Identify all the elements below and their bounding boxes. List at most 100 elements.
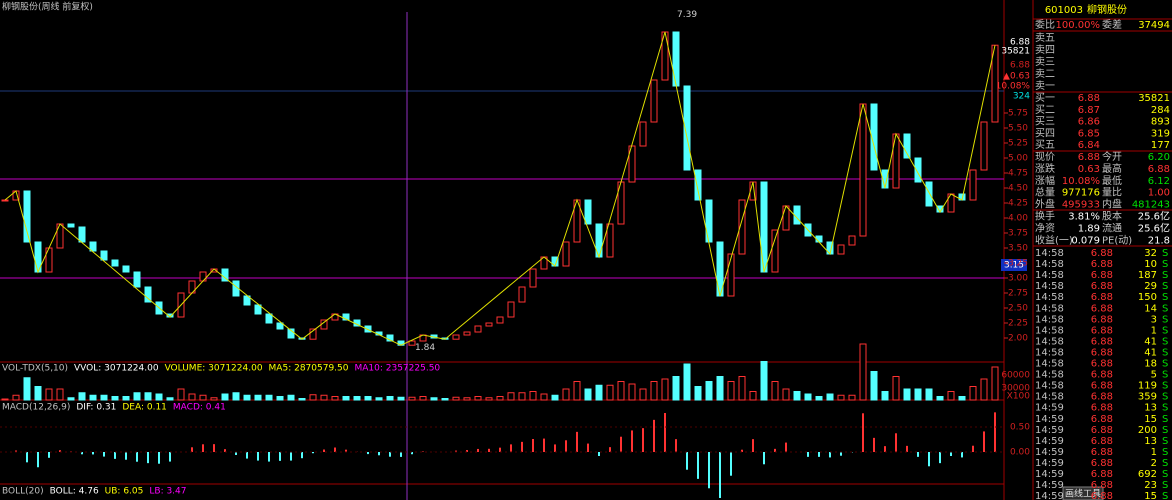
volume-bar [309, 394, 317, 401]
high-label: 7.39 [677, 10, 697, 20]
trade-volume: 14 [1144, 303, 1157, 314]
volume-bar [78, 392, 86, 401]
stat-label: 换手 [1035, 210, 1055, 223]
trade-time: 14:59 [1035, 480, 1064, 491]
stat-value: 25.6亿 [1138, 210, 1170, 223]
bid-volume: 177 [1151, 140, 1170, 151]
trade-price: 6.88 [1091, 259, 1113, 270]
macd-tick-label: 0.00 [1010, 448, 1030, 458]
candle [144, 286, 152, 303]
candle [672, 31, 680, 87]
volume-bar [529, 391, 537, 401]
volume-bar [562, 388, 570, 401]
stat-label: 总量 [1035, 186, 1055, 199]
volume-bar [12, 394, 20, 401]
volume-bar [749, 391, 757, 401]
stat-value: 3.81% [1068, 212, 1100, 223]
volume-tick-label: 60000 [1001, 371, 1030, 381]
indicator-label: BOLL(20) [2, 487, 44, 497]
axis-info-label: 6.88 [1010, 38, 1030, 48]
price-tick-label: 3.25 [1008, 259, 1028, 269]
candle [287, 328, 295, 339]
bid-price: 6.87 [1078, 105, 1100, 116]
candle [727, 253, 735, 297]
volume-bar [45, 388, 53, 401]
candle [474, 325, 482, 333]
ask-label: 卖二 [1035, 68, 1055, 80]
trade-time: 14:59 [1035, 414, 1064, 425]
price-tick-label: 4.25 [1008, 199, 1028, 209]
volume-bar [67, 397, 75, 401]
bid-volume: 35821 [1138, 93, 1170, 104]
trade-time: 14:58 [1035, 325, 1064, 336]
trade-price: 6.88 [1091, 447, 1113, 458]
toolbar-button-label[interactable]: 画线工具 [1065, 488, 1101, 500]
candle [485, 322, 493, 327]
price-tick-label: 5.25 [1008, 139, 1028, 149]
volume-bar [265, 394, 273, 401]
trade-volume: 2 [1151, 458, 1157, 469]
axis-info-label: 324 [1013, 92, 1030, 102]
trade-volume: 187 [1138, 270, 1157, 281]
volume-bar [705, 381, 713, 401]
label: 委比 [1035, 18, 1055, 31]
trade-price: 6.88 [1091, 325, 1113, 336]
volume-bar [925, 388, 933, 401]
volume-bar [991, 366, 999, 401]
candle [386, 334, 394, 342]
volume-bar [276, 396, 284, 401]
volume-bar [595, 384, 603, 401]
volume-bar [430, 397, 438, 401]
price-tick-label: 2.00 [1008, 334, 1028, 344]
axis-info-label: 6.88 [1010, 61, 1030, 71]
volume-bar [617, 381, 625, 401]
trade-price: 6.88 [1091, 248, 1113, 259]
volume-bar [639, 388, 647, 401]
trade-price: 6.88 [1091, 281, 1113, 292]
indicator-label: MACD: 0.41 [173, 403, 226, 413]
volume-bar [551, 394, 559, 401]
candle [199, 271, 207, 282]
trade-time: 14:58 [1035, 248, 1064, 259]
volume-bar [650, 381, 658, 401]
trade-price: 6.88 [1091, 270, 1113, 281]
indicator-label: DIF: 0.31 [76, 403, 116, 413]
indicator-label: LB: 3.47 [149, 487, 186, 497]
trade-price: 6.88 [1091, 292, 1113, 303]
stat-value: 10.08% [1062, 176, 1100, 187]
stat-value: 0.079 [1071, 235, 1100, 246]
volume-bar [661, 378, 669, 401]
trade-price: 6.88 [1091, 314, 1113, 325]
volume-bar [331, 396, 339, 401]
candle [364, 325, 372, 333]
low-label: 1.84 [415, 343, 435, 353]
candle [694, 169, 702, 201]
candle [1, 199, 9, 202]
trade-volume: 3 [1151, 314, 1157, 325]
stat-label: 净资 [1035, 221, 1055, 234]
trade-side: S [1162, 403, 1168, 414]
value: 100.00% [1056, 20, 1101, 31]
volume-bar [804, 393, 812, 401]
volume-bar [683, 363, 691, 401]
trade-time: 14:58 [1035, 336, 1064, 347]
volume-bar [584, 388, 592, 401]
stat-label: 外盘 [1035, 198, 1055, 211]
stat-label: PE(动) [1102, 234, 1132, 246]
trade-side: S [1162, 370, 1168, 381]
volume-bar [628, 383, 636, 401]
volume-bar [936, 396, 944, 401]
indicator-label: UB: 6.05 [105, 487, 144, 497]
volume-bar [243, 394, 251, 401]
bid-price: 6.85 [1078, 128, 1100, 139]
trade-time: 14:58 [1035, 259, 1064, 270]
candle [782, 205, 790, 231]
stat-value: 0.63 [1078, 164, 1100, 175]
volume-bar [397, 396, 405, 401]
volume-bar [771, 381, 779, 401]
candle [738, 199, 746, 255]
trade-time: 14:59 [1035, 458, 1064, 469]
indicator-label: MA10: 2357225.50 [354, 364, 440, 374]
stat-label: 现价 [1035, 151, 1055, 163]
toolbar-button[interactable] [1062, 486, 1104, 500]
